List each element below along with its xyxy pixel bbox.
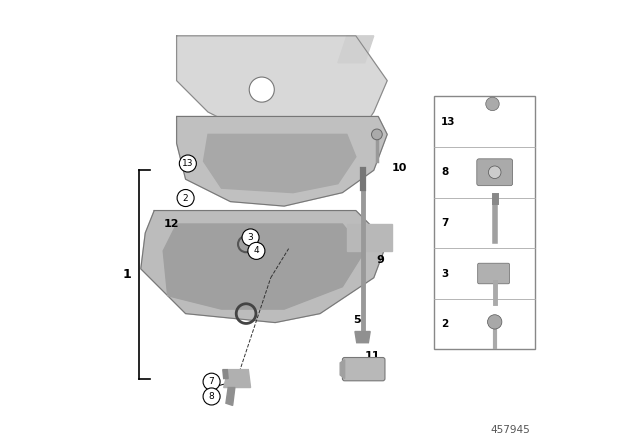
Text: 7: 7: [209, 377, 214, 386]
FancyBboxPatch shape: [477, 263, 509, 284]
Circle shape: [179, 155, 196, 172]
Polygon shape: [347, 224, 392, 251]
FancyBboxPatch shape: [435, 96, 535, 349]
Text: 3: 3: [441, 268, 448, 279]
Circle shape: [488, 314, 502, 329]
Circle shape: [203, 388, 220, 405]
FancyBboxPatch shape: [477, 159, 513, 186]
Text: 3: 3: [248, 233, 253, 242]
Text: 12: 12: [163, 219, 179, 229]
Text: 4: 4: [253, 246, 259, 255]
Polygon shape: [338, 36, 374, 63]
Text: 8: 8: [441, 167, 448, 177]
Circle shape: [486, 97, 499, 111]
Text: 11: 11: [365, 351, 380, 361]
Circle shape: [203, 373, 220, 390]
Polygon shape: [177, 36, 387, 134]
FancyBboxPatch shape: [342, 358, 385, 381]
Polygon shape: [226, 388, 235, 405]
Text: 8: 8: [209, 392, 214, 401]
Polygon shape: [204, 134, 356, 193]
Text: 5: 5: [353, 315, 361, 325]
Text: 10: 10: [392, 163, 407, 173]
Circle shape: [248, 242, 265, 259]
Text: 1: 1: [123, 268, 132, 281]
Text: 2: 2: [441, 319, 448, 329]
Circle shape: [242, 229, 259, 246]
Circle shape: [371, 129, 382, 140]
Polygon shape: [141, 211, 387, 323]
Polygon shape: [223, 370, 228, 379]
Circle shape: [488, 166, 501, 179]
Text: 2: 2: [183, 194, 188, 202]
Text: 457945: 457945: [491, 425, 531, 435]
Text: 9: 9: [376, 255, 384, 265]
Polygon shape: [340, 360, 345, 379]
Polygon shape: [355, 332, 370, 343]
Polygon shape: [177, 116, 387, 206]
Circle shape: [177, 190, 194, 207]
Polygon shape: [163, 224, 365, 309]
Polygon shape: [224, 370, 251, 388]
Circle shape: [249, 77, 275, 102]
Text: 13: 13: [441, 116, 456, 127]
Text: 7: 7: [441, 218, 449, 228]
Text: 13: 13: [182, 159, 193, 168]
